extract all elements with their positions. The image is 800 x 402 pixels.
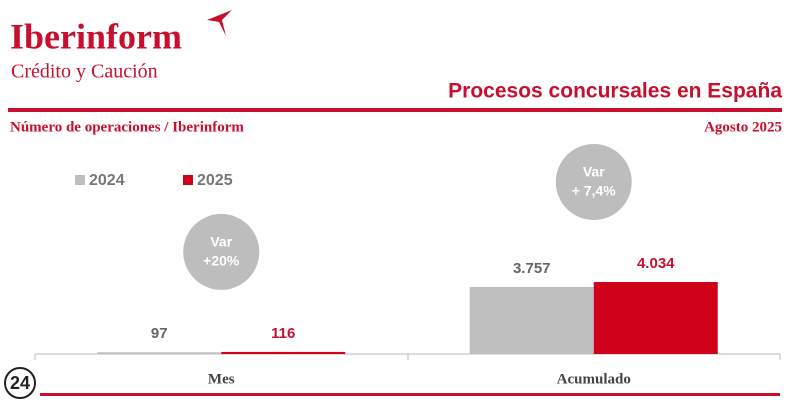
brand-name: Iberinform: [10, 16, 182, 56]
chart-subtitle: Número de operaciones / Iberinform: [10, 119, 244, 135]
bar: [221, 351, 346, 354]
variation-label: Var: [583, 164, 605, 180]
watermark: 24: [10, 373, 30, 393]
x-tick-label: Mes: [208, 371, 235, 387]
x-tick-label: Acumulado: [557, 371, 631, 387]
value-label: 3.757: [513, 260, 551, 277]
variation-label: + 7,4%: [572, 183, 617, 199]
footer-rule: [40, 393, 780, 396]
bar: [97, 352, 222, 354]
variation-badge: [555, 144, 632, 220]
legend-label: 2025: [197, 172, 233, 189]
legend-swatch: [183, 175, 193, 185]
brand-tagline: Crédito y Caución: [11, 61, 158, 83]
legend-swatch: [75, 175, 85, 185]
header-rule: [8, 108, 782, 112]
watermark-badge: [4, 367, 36, 399]
legend-label: 2024: [89, 172, 125, 189]
chart-date: Agosto 2025: [704, 119, 782, 135]
brand-logo: [207, 10, 232, 36]
variation-badge: [183, 213, 260, 290]
value-label: 116: [271, 325, 295, 342]
value-label: 97: [151, 325, 168, 342]
chart-title: Procesos concursales en España: [448, 80, 782, 103]
bar: [593, 282, 718, 354]
variation-label: Var: [210, 234, 232, 250]
variation-label: +20%: [203, 253, 240, 269]
value-label: 4.034: [637, 255, 675, 272]
bar: [469, 286, 594, 354]
